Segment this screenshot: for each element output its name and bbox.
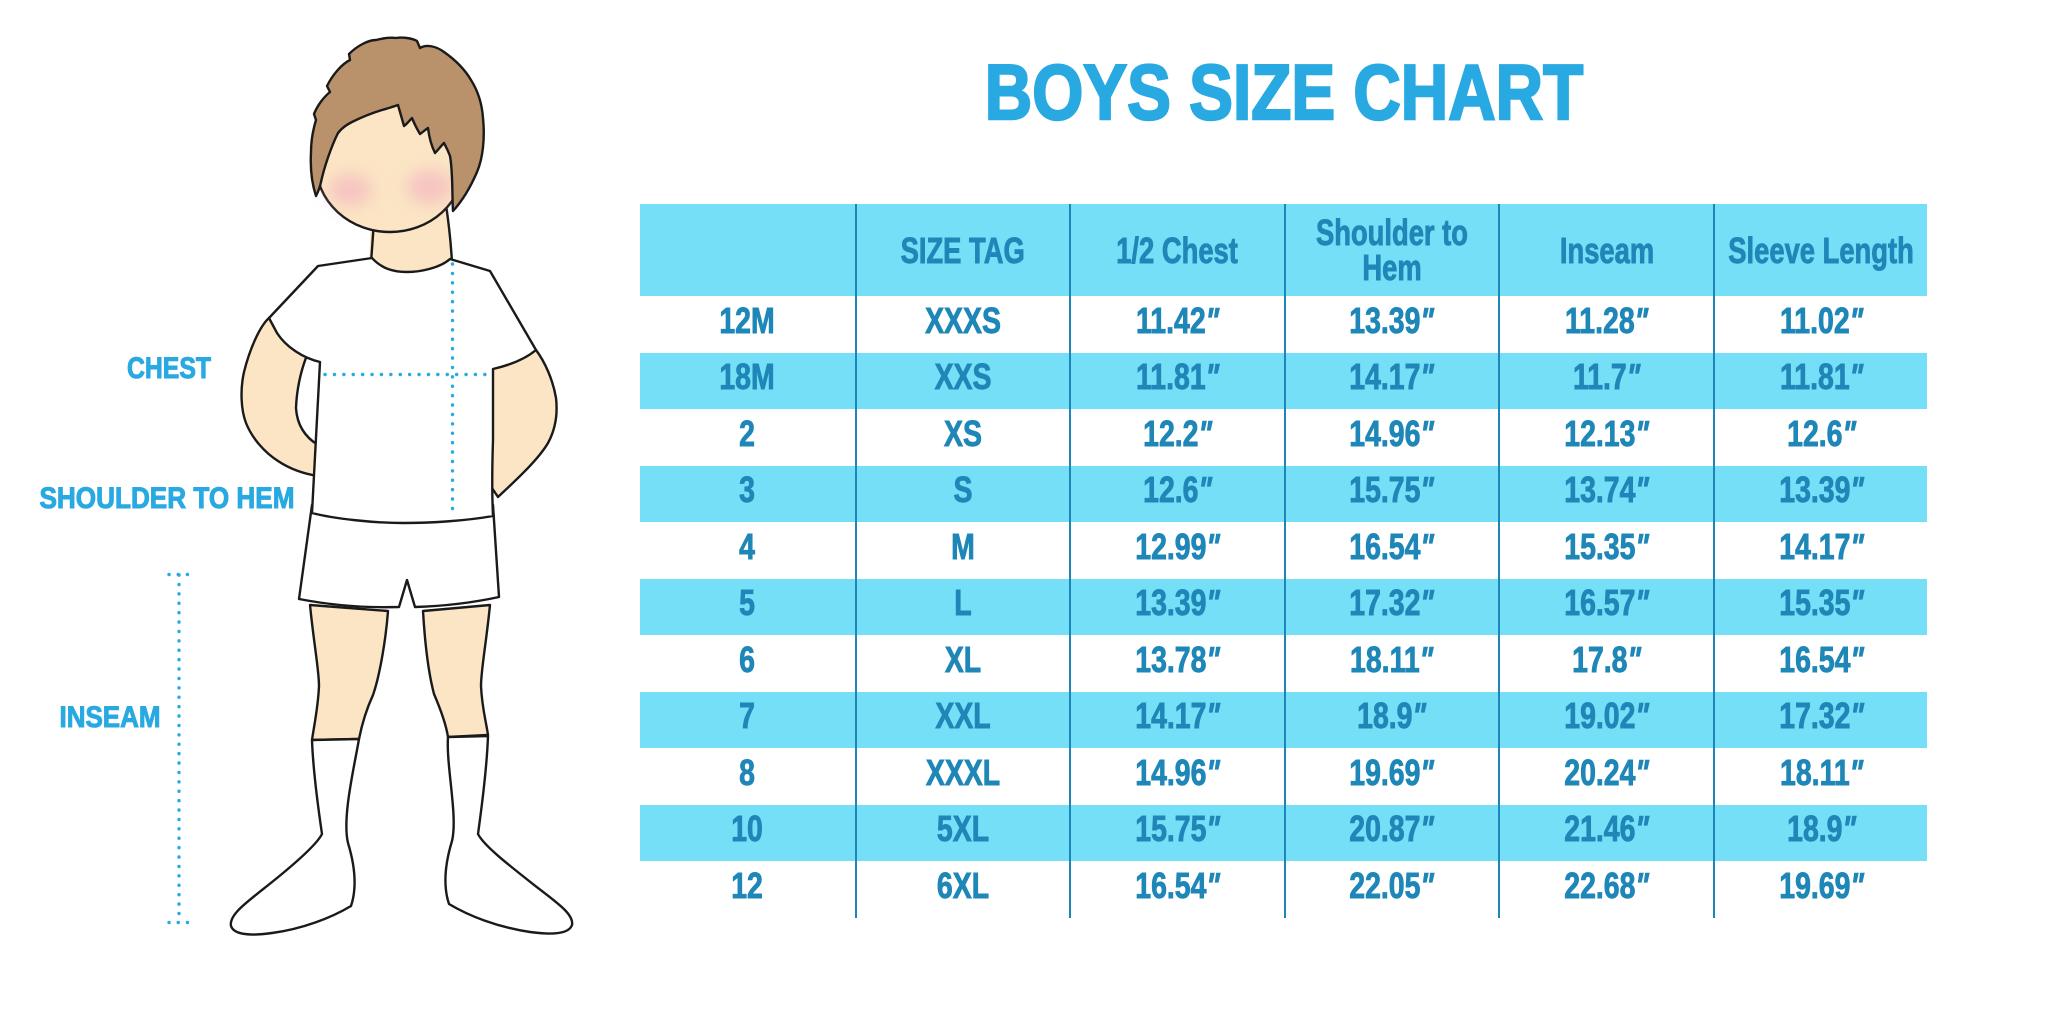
svg-text:CHEST: CHEST — [127, 352, 211, 385]
svg-text:SHOULDER TO HEM: SHOULDER TO HEM — [40, 482, 295, 515]
svg-text:INSEAM: INSEAM — [60, 701, 161, 734]
